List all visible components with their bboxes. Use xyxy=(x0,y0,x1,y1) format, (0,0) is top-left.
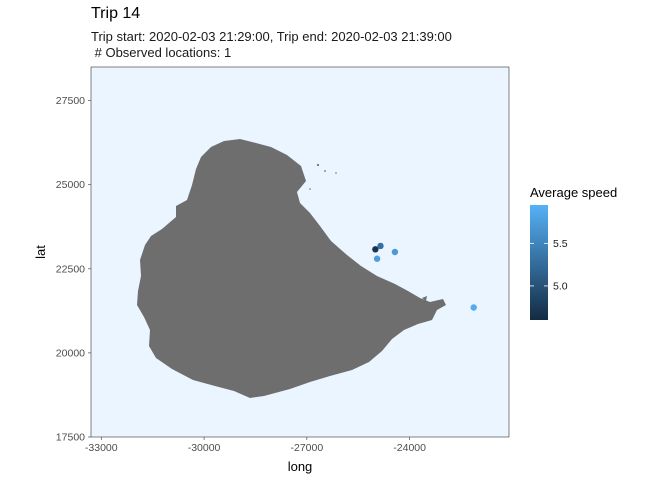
legend-tick-label: 5.0 xyxy=(553,280,568,292)
small-islet xyxy=(309,188,311,190)
small-islet xyxy=(316,163,320,167)
x-tick-label: -30000 xyxy=(188,442,221,454)
chart-title: Trip 14 xyxy=(91,5,141,22)
small-islet xyxy=(422,296,427,301)
island-landmass xyxy=(137,139,446,398)
location-point xyxy=(391,248,399,256)
legend-ticks: 5.0 5.5 xyxy=(530,238,568,292)
small-islet xyxy=(324,170,326,172)
location-point xyxy=(470,304,477,311)
location-point xyxy=(373,255,381,262)
x-tick-label: -27000 xyxy=(291,442,324,454)
x-axis-title: long xyxy=(288,459,313,474)
small-islet xyxy=(335,172,337,174)
legend-title: Average speed xyxy=(530,185,617,200)
land-layer xyxy=(137,139,446,398)
legend-tick-label: 5.5 xyxy=(553,238,568,250)
y-tick-label: 17500 xyxy=(56,432,85,444)
chart-subtitle: Trip start: 2020-02-03 21:29:00, Trip en… xyxy=(91,29,452,60)
legend-colorbar xyxy=(530,205,548,320)
y-tick-label: 20000 xyxy=(56,347,85,359)
y-axis-title: lat xyxy=(33,245,48,259)
x-tick-label: -33000 xyxy=(85,442,118,454)
location-point xyxy=(377,242,384,250)
y-tick-label: 22500 xyxy=(56,263,85,275)
x-tick-label: -24000 xyxy=(393,442,426,454)
speed-legend: Average speed 5.0 5.5 xyxy=(530,185,617,320)
points-layer xyxy=(372,242,477,311)
y-tick-label: 27500 xyxy=(56,95,85,107)
y-tick-label: 25000 xyxy=(56,179,85,191)
location-point xyxy=(372,246,379,253)
axes-layer: -33000 -30000 -27000 -24000 17500 20000 22500 2… xyxy=(56,95,426,454)
